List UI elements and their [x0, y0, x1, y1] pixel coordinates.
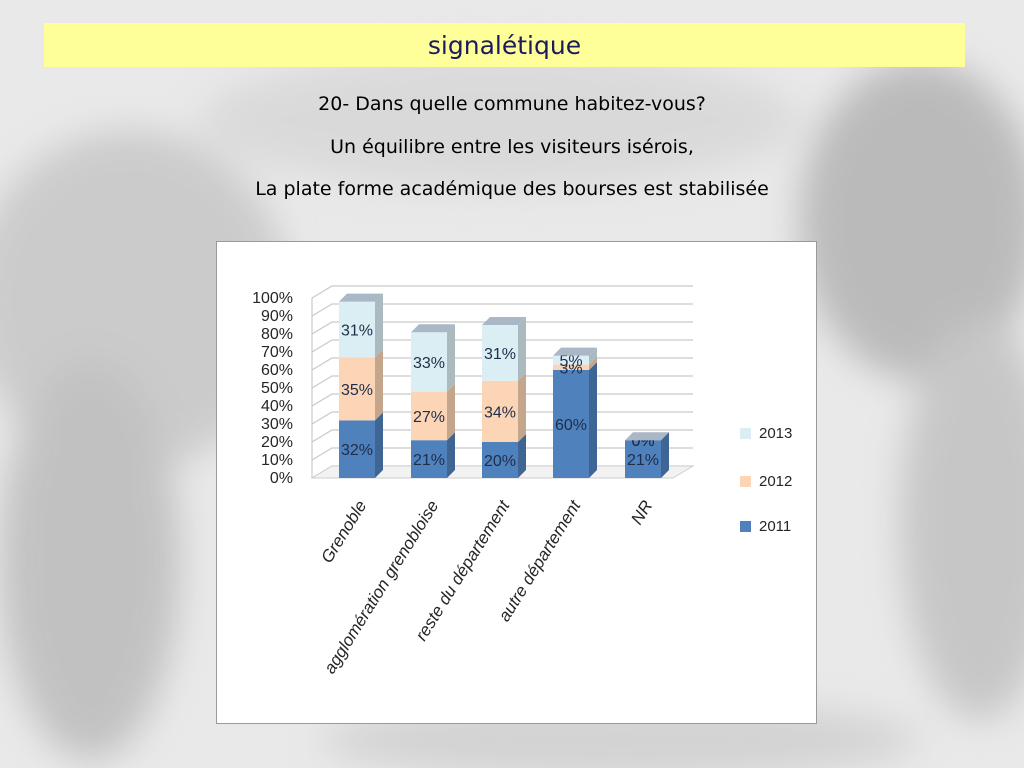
bar-side: [589, 347, 597, 365]
y-tick-label: 80%: [261, 326, 293, 343]
bar-side: [589, 356, 597, 370]
data-label: 27%: [413, 409, 445, 426]
bar-side: [518, 317, 526, 381]
bar-segment: [482, 325, 518, 381]
y-tick-label: 20%: [261, 434, 293, 451]
legend-item-2013: 2013: [740, 425, 792, 442]
data-label: 21%: [627, 452, 659, 469]
bar-segment: [411, 332, 447, 392]
gridline: [311, 285, 693, 299]
bar-side: [518, 372, 526, 442]
bar-top: [339, 293, 383, 302]
question-line: 20- Dans quelle commune habitez-vous?: [318, 93, 706, 115]
subtitle-line-1: Un équilibre entre les visiteurs isérois…: [330, 136, 694, 158]
bar-segment: [339, 357, 375, 421]
data-label: 32%: [341, 442, 373, 459]
slide-title: signalétique: [427, 30, 582, 60]
bar-side: [589, 362, 597, 478]
bar-segment: [339, 301, 375, 358]
y-tick-label: 60%: [261, 362, 293, 379]
gridline: [311, 303, 693, 317]
category-label: NR: [627, 497, 656, 528]
data-label: 60%: [555, 417, 587, 434]
y-tick-label: 10%: [261, 452, 293, 469]
bar-side: [661, 432, 669, 478]
bar-top: [411, 324, 455, 333]
gridline: [311, 321, 693, 335]
bar-segment: [553, 370, 589, 478]
legend-label-2011: 2011: [759, 518, 792, 535]
bar-segment: [339, 420, 375, 478]
bar-segment: [625, 440, 661, 478]
bar-segment: [553, 364, 589, 370]
category-label: Grenoble: [317, 497, 370, 566]
legend-swatch-2012: [740, 476, 751, 487]
gridline: [311, 339, 693, 353]
legend-swatch-2013: [740, 428, 751, 439]
bar-top: [625, 432, 669, 441]
bar-side: [447, 383, 455, 441]
data-label: 20%: [484, 453, 516, 470]
bar-side: [375, 412, 383, 478]
slide-title-bar: signalétique: [44, 23, 965, 67]
bar-top: [482, 317, 526, 325]
y-tick-label: 0%: [270, 470, 293, 487]
data-label: 21%: [413, 452, 445, 469]
y-tick-label: 90%: [261, 308, 293, 325]
legend-item-2012: 2012: [740, 473, 792, 490]
y-tick-label: 40%: [261, 398, 293, 415]
data-label: 34%: [484, 404, 516, 421]
bar-segment: [482, 442, 518, 478]
y-tick-label: 50%: [261, 380, 293, 397]
legend-label-2012: 2012: [759, 473, 793, 490]
y-tick-label: 30%: [261, 416, 293, 433]
bar-side: [375, 293, 383, 358]
legend-item-2011: 2011: [740, 518, 791, 535]
legend-swatch-2011: [740, 521, 751, 532]
data-label: 31%: [341, 323, 373, 340]
data-label: 5%: [559, 353, 582, 370]
y-tick-label: 70%: [261, 344, 293, 361]
bar-segment: [411, 391, 447, 441]
data-label: 31%: [484, 346, 516, 363]
subtitle-line-2: La plate forme académique des bourses es…: [255, 178, 769, 200]
bar-segment: [411, 440, 447, 478]
chart-frame: [216, 241, 817, 724]
y-tick-label: 100%: [252, 290, 293, 307]
bar-side: [447, 324, 455, 392]
bar-segment: [482, 380, 518, 442]
data-label: 33%: [413, 355, 445, 372]
bar-side: [447, 432, 455, 478]
bar-side: [518, 434, 526, 478]
bar-top: [553, 347, 597, 356]
bar-side: [375, 349, 383, 421]
bar-segment: [553, 355, 589, 365]
data-label: 35%: [341, 382, 373, 399]
legend-label-2013: 2013: [759, 425, 793, 442]
